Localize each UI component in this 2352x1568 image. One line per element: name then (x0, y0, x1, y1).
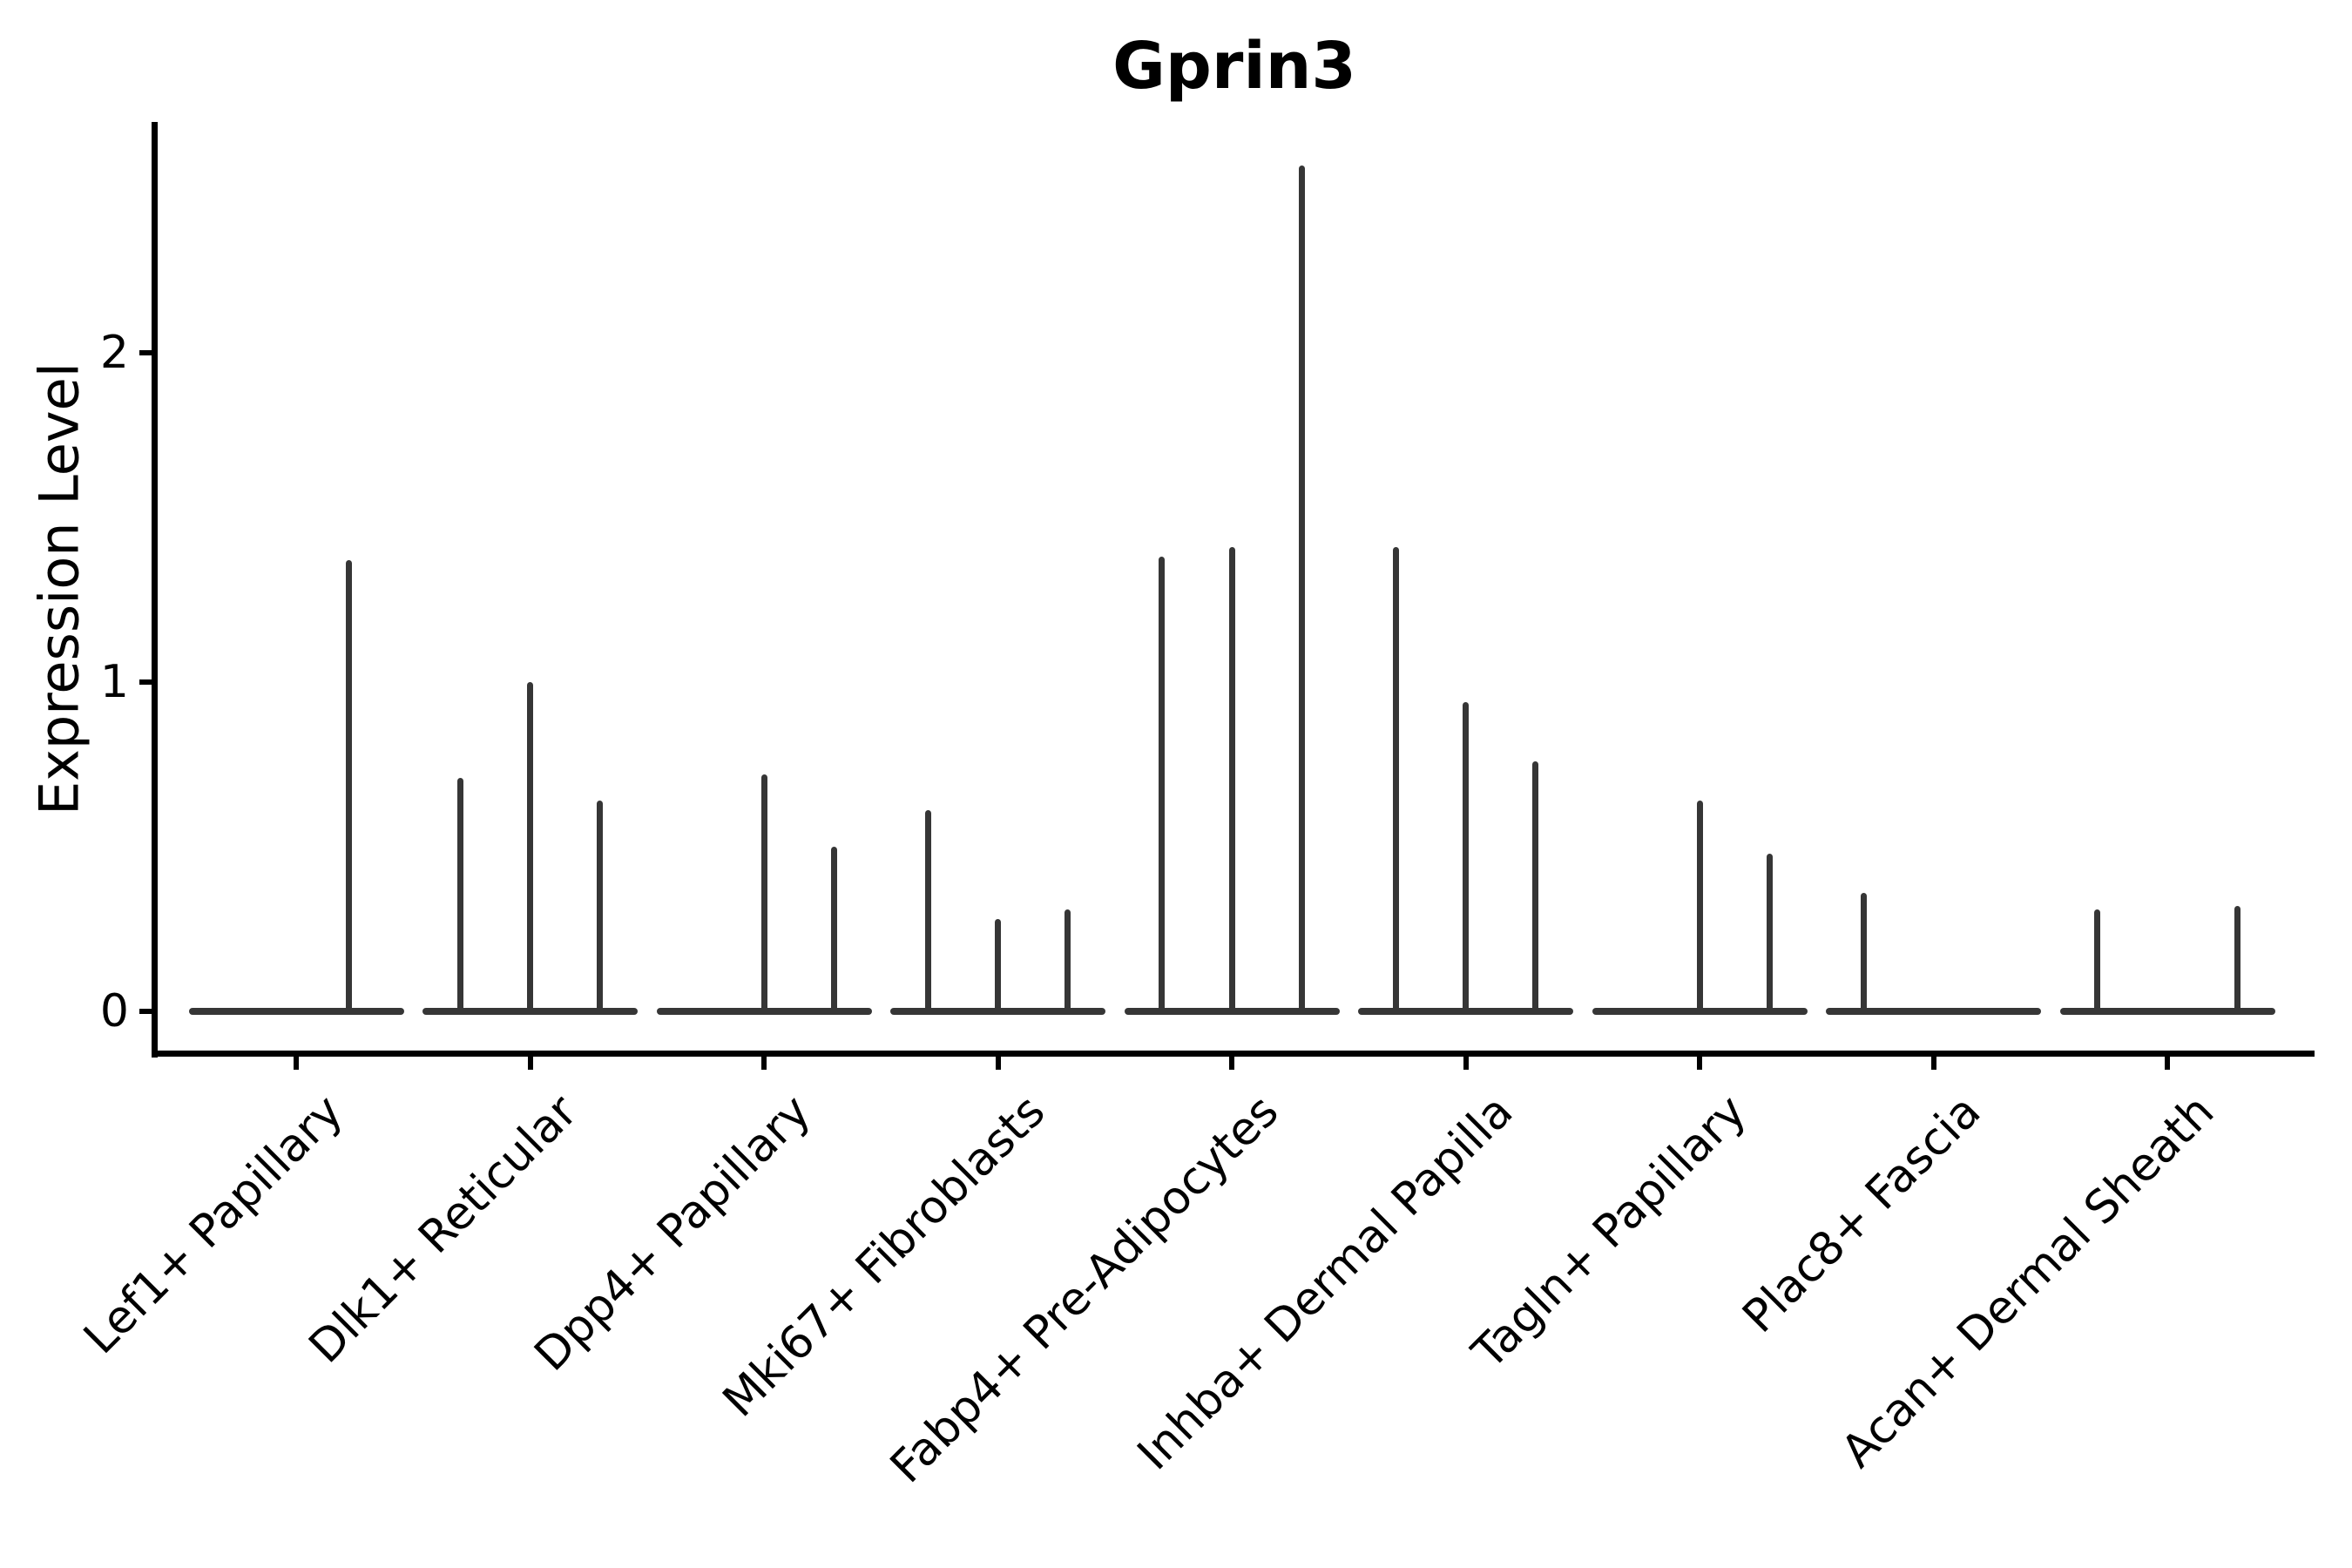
violin-baseline (890, 1008, 1105, 1015)
violin-spike (1766, 853, 1773, 1015)
violin-baseline (1358, 1008, 1573, 1015)
x-category-label: Plac8+ Fascia (1732, 1085, 1990, 1343)
violin-spike (1392, 547, 1399, 1015)
y-tick-mark (139, 350, 152, 355)
violin-baseline (656, 1008, 872, 1015)
x-category-label: Dpp4+ Papillary (524, 1085, 821, 1382)
y-tick-label: 1 (99, 656, 129, 708)
x-category-label: Mki67+ Fibroblasts (713, 1085, 1055, 1428)
violin-spike (995, 919, 1001, 1015)
violin-spike (456, 777, 463, 1015)
violin-spike (1860, 892, 1867, 1015)
x-tick-mark (761, 1057, 767, 1070)
violin-baseline (1592, 1008, 1808, 1015)
x-category-label: Acan+ Dermal Sheath (1831, 1085, 2225, 1478)
violin-baseline (188, 1008, 404, 1015)
violin-baseline (422, 1008, 638, 1015)
violin-baseline (2059, 1008, 2275, 1015)
violin-spike (346, 560, 353, 1015)
violin-spike (1159, 557, 1166, 1015)
violin-spike (1064, 909, 1071, 1015)
x-tick-mark (1930, 1057, 1936, 1070)
x-tick-mark (294, 1057, 299, 1070)
y-axis-spine (152, 122, 158, 1058)
violin-spike (2094, 909, 2101, 1015)
x-axis-spine (152, 1051, 2315, 1057)
violin-spike (527, 682, 533, 1015)
x-tick-mark (1463, 1057, 1469, 1070)
y-tick-mark (139, 679, 152, 685)
x-category-label: Dlk1+ Reticular (299, 1085, 587, 1374)
x-category-label: Tagln+ Papillary (1463, 1085, 1757, 1380)
violin-baseline (1124, 1008, 1340, 1015)
y-tick-mark (139, 1009, 152, 1014)
x-tick-mark (2165, 1057, 2170, 1070)
x-tick-mark (527, 1057, 533, 1070)
x-tick-mark (1697, 1057, 1702, 1070)
violin-spike (1532, 760, 1539, 1015)
violin-spike (1696, 801, 1703, 1015)
violin-baseline (1826, 1008, 2041, 1015)
violin-spike (830, 847, 837, 1015)
violin-spike (924, 810, 931, 1015)
y-tick-label: 2 (99, 327, 129, 379)
chart-title: Gprin3 (1112, 29, 1356, 104)
x-tick-mark (995, 1057, 1001, 1070)
y-axis-label: Expression Level (27, 362, 91, 815)
violin-spike (1228, 547, 1235, 1015)
violin-spike (760, 774, 767, 1015)
x-category-label: Inhba+ Dermal Papilla (1127, 1085, 1523, 1481)
y-tick-label: 0 (99, 985, 129, 1037)
violin-spike (2234, 906, 2240, 1015)
violin-spike (597, 801, 604, 1015)
x-tick-mark (1229, 1057, 1234, 1070)
violin-spike (1298, 165, 1305, 1015)
x-category-label: Fabp4+ Pre-Adipocytes (881, 1085, 1289, 1494)
violin-spike (1463, 701, 1469, 1015)
